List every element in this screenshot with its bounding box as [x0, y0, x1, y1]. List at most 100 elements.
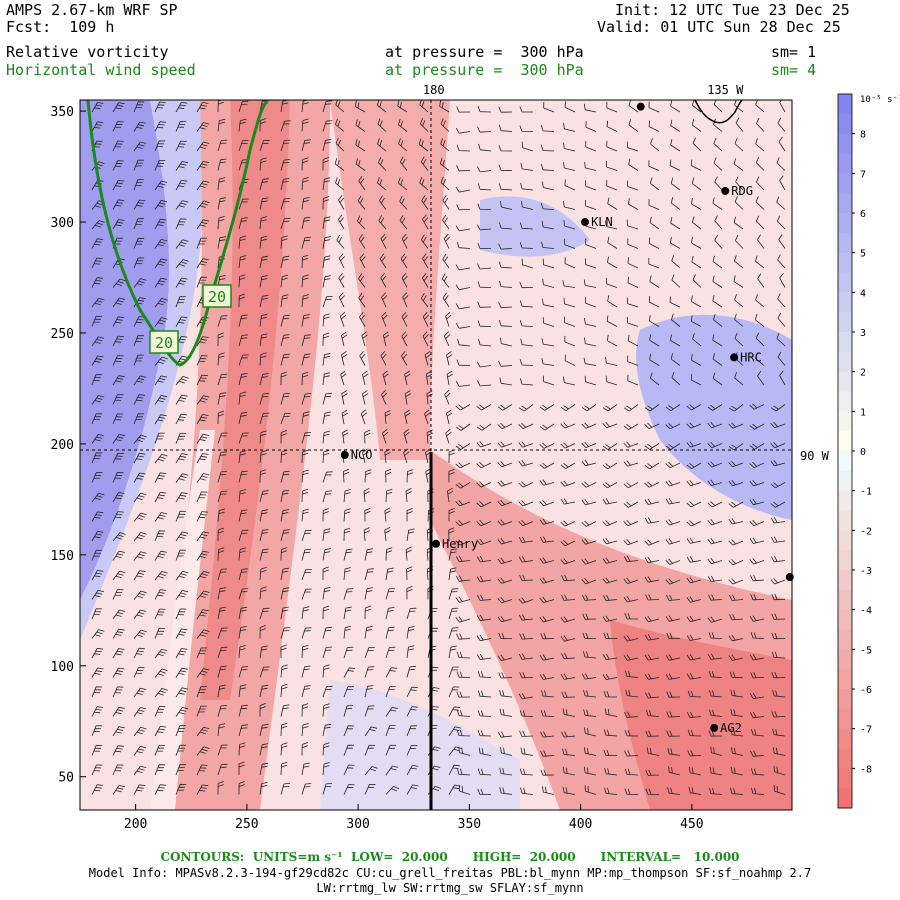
wind-barb	[563, 142, 576, 152]
meridian-label-0: 180	[423, 83, 445, 97]
wind-barb	[322, 157, 329, 171]
wind-barb	[154, 298, 168, 308]
wind-barb	[581, 422, 597, 429]
wind-barb	[259, 703, 266, 717]
wind-barb	[709, 709, 723, 717]
wind-barb	[301, 177, 309, 191]
wind-barb	[406, 765, 419, 776]
wind-barb	[217, 684, 226, 698]
wind-barb	[335, 118, 345, 132]
wind-barb	[322, 196, 330, 210]
wind-barb	[728, 443, 744, 451]
wind-barb	[456, 651, 471, 659]
wind-barb	[712, 372, 723, 386]
colorbar-segment	[838, 411, 852, 432]
wind-barb	[728, 654, 744, 661]
wind-barb	[583, 357, 597, 366]
wind-barb	[749, 654, 765, 661]
wind-barb	[755, 255, 765, 269]
wind-barb	[605, 375, 618, 386]
vorticity-field	[80, 100, 792, 810]
wind-barb	[154, 101, 166, 113]
wind-barb	[364, 666, 375, 678]
wind-barb	[175, 355, 188, 366]
colorbar: 10⁻⁵ s⁻¹ 8 7 6 5 4 3 2 1 0 -1 -2 -3 -4 -5 -6 -7 -8	[837, 93, 900, 809]
wind-barb	[399, 195, 408, 210]
wind-barb	[665, 443, 681, 450]
wind-barb	[322, 528, 331, 542]
wind-barb	[238, 606, 248, 620]
wind-barb	[406, 508, 413, 522]
wind-barb	[133, 590, 147, 600]
wind-barb	[446, 370, 453, 386]
wind-barb	[623, 460, 639, 467]
wind-barb	[456, 106, 471, 113]
wind-barb	[384, 448, 391, 464]
wind-barb	[770, 578, 786, 585]
wind-barb	[564, 179, 576, 191]
wind-barb	[343, 764, 355, 776]
wind-barb	[359, 312, 366, 327]
wind-barb	[280, 664, 288, 678]
wind-barb	[133, 629, 147, 639]
wind-barb	[154, 414, 167, 425]
wind-barb	[217, 744, 228, 756]
wind-barb	[644, 498, 660, 505]
wind-barb	[498, 632, 513, 639]
wind-barb	[584, 785, 597, 795]
wind-barb	[280, 627, 291, 639]
wind-barb	[686, 556, 702, 563]
wind-barb	[112, 434, 126, 444]
wind-barb	[728, 559, 744, 566]
wind-barb	[623, 441, 639, 448]
wind-barb	[196, 511, 208, 522]
wind-barb	[406, 528, 415, 542]
station-dot-unlabeled-1	[785, 573, 794, 582]
wind-barb	[477, 671, 492, 678]
wind-barb	[770, 442, 786, 449]
wind-barb	[477, 183, 492, 191]
wind-barb	[91, 531, 104, 542]
wind-barb	[154, 589, 167, 600]
wind-barb	[112, 745, 125, 756]
wind-barb	[424, 350, 431, 366]
wind-barb	[341, 331, 348, 347]
wind-barb	[455, 555, 471, 563]
wind-barb	[377, 118, 387, 132]
wind-barb	[422, 331, 429, 347]
wind-barb	[666, 594, 681, 601]
wind-barb	[112, 258, 125, 269]
wind-barb	[749, 403, 765, 410]
wind-barb	[322, 430, 331, 444]
wind-barb	[112, 686, 124, 698]
wind-barb	[400, 253, 408, 269]
wind-barb	[355, 158, 366, 171]
wind-barb	[338, 253, 345, 269]
wind-barb	[603, 749, 618, 756]
wind-barb	[259, 490, 269, 503]
wind-barb	[560, 540, 576, 547]
wind-barb	[563, 162, 576, 171]
wind-barb	[625, 689, 639, 698]
wind-barb	[112, 648, 125, 659]
wind-barb	[666, 711, 681, 718]
wind-barb	[776, 215, 786, 230]
wind-barb	[686, 673, 702, 680]
wind-barb	[520, 338, 534, 347]
wind-barb	[91, 102, 104, 113]
wind-barb	[364, 548, 374, 561]
wind-barb	[670, 119, 681, 132]
wind-barb	[133, 472, 146, 483]
wind-barb	[712, 275, 723, 288]
wind-barb	[648, 257, 660, 269]
wind-barb	[770, 517, 786, 524]
wind-barb	[338, 273, 345, 288]
x-tick-label-400: 400	[569, 817, 592, 832]
wind-barb	[175, 432, 187, 444]
wind-barb	[712, 353, 723, 366]
wind-barb	[671, 254, 681, 269]
colorbar-segment	[838, 94, 852, 115]
wind-barb	[456, 691, 471, 698]
wind-barb	[259, 723, 269, 737]
wind-barb	[648, 296, 660, 308]
